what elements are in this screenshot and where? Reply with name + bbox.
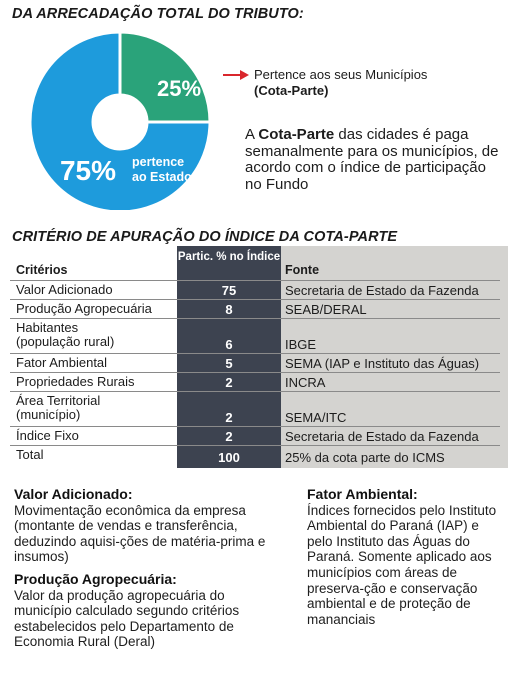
cell-fonte: 25% da cota parte do ICMS: [285, 450, 445, 465]
pie-slice-25-label: 25%: [157, 76, 201, 101]
cell-criterio-line: Habitantes: [16, 320, 79, 335]
table-row: Índice Fixo 2 Secretaria de Estado da Faze…: [10, 426, 500, 444]
cell-criterio-line: Índice Fixo: [16, 428, 79, 443]
def-fator-ambiental: Fator Ambiental: Índices fornecidos pelo…: [307, 486, 507, 627]
def-valor-adicionado-title: Valor Adicionado:: [14, 486, 133, 502]
callout2-rest: das cidades é paga semanalmente para os …: [245, 126, 499, 193]
cell-criterio: Área Territorial (município): [16, 394, 100, 422]
cell-participacao: 2: [225, 429, 233, 444]
cell-criterio: Produção Agropecuária: [16, 302, 152, 316]
callout-cota-parte-info: A Cota-Parte das cidades é paga semanalm…: [245, 126, 505, 193]
callout-municipios-line1: Pertence aos seus Municípios: [254, 67, 428, 82]
cell-participacao: 8: [225, 302, 233, 317]
def-producao-body: Valor da produção agropecuária do municí…: [14, 587, 240, 650]
pie-slice-75: [28, 30, 212, 210]
table-row: Habitantes (população rural) 6 IBGE: [10, 318, 500, 352]
cell-fonte: Secretaria de Estado da Fazenda: [285, 429, 479, 444]
def-producao-title: Produção Agropecuária:: [14, 571, 177, 587]
def-fator-ambiental-title: Fator Ambiental:: [307, 486, 418, 502]
arrow-right-icon: [223, 70, 249, 80]
cell-criterio: Fator Ambiental: [16, 356, 107, 370]
callout-cota-parte: (Cota-Parte): [254, 83, 329, 98]
cell-criterio: Habitantes (população rural): [16, 321, 114, 349]
cell-criterio-line: Total: [16, 447, 44, 462]
table-row: Área Territorial (município) 2 SEMA/ITC: [10, 391, 500, 425]
callout-municipios: Pertence aos seus Municípios (Cota-Parte…: [254, 67, 427, 99]
cell-participacao: 100: [218, 450, 240, 465]
table-row: Total 100 25% da cota parte do ICMS: [10, 445, 500, 465]
criteria-table: Critérios Partic. % no Índice Fonte Valo…: [10, 246, 508, 468]
pie-chart: 25% 75% pertence ao Estado: [28, 30, 212, 210]
def-valor-adicionado: Valor Adicionado: Movimentação econômica…: [14, 486, 284, 565]
fonte-column-band: [278, 246, 508, 468]
cell-criterio-line: Propriedades Rurais: [16, 374, 135, 389]
table-row: Propriedades Rurais 2 INCRA: [10, 372, 500, 390]
cell-fonte: SEAB/DERAL: [285, 302, 367, 317]
cell-fonte: SEMA/ITC: [285, 410, 347, 425]
header-participacao: Partic. % no Índice: [177, 251, 281, 263]
cell-criterio-line: Valor Adicionado: [16, 282, 113, 297]
cell-criterio: Total: [16, 448, 43, 462]
cell-participacao: 75: [221, 283, 237, 298]
header-fonte: Fonte: [285, 263, 320, 277]
def-valor-adicionado-body: Movimentação econômica da empresa (monta…: [14, 502, 266, 565]
cell-participacao: 2: [225, 410, 233, 425]
cell-participacao: 6: [225, 337, 233, 352]
def-producao: Produção Agropecuária: Valor da produção…: [14, 571, 284, 650]
cell-fonte: SEMA (IAP e Instituto das Águas): [285, 356, 480, 371]
table-row: Valor Adicionado 75 Secretaria de Estado d…: [10, 280, 500, 298]
pie-slice-25: [118, 30, 212, 124]
cell-criterio: Índice Fixo: [16, 429, 79, 443]
cell-criterio-line: Fator Ambiental: [16, 355, 108, 370]
heading-criterio: CRITÉRIO DE APURAÇÃO DO ÍNDICE DA COTA-P…: [12, 229, 398, 245]
cell-criterio-line: Área Territorial: [16, 393, 101, 408]
table-row: Fator Ambiental 5 SEMA (IAP e Instituto da…: [10, 353, 500, 371]
cell-criterio-line: (município): [16, 407, 81, 422]
cell-criterio-line: (população rural): [16, 334, 115, 349]
cell-fonte: Secretaria de Estado da Fazenda: [285, 283, 479, 298]
cell-fonte: IBGE: [285, 337, 317, 352]
callout2-prefix: A: [245, 126, 259, 143]
table-row: Produção Agropecuária 8 SEAB/DERAL: [10, 299, 500, 317]
pie-estado-label-1: pertence: [132, 155, 184, 169]
part-column-band: [177, 246, 281, 468]
cell-participacao: 2: [225, 375, 233, 390]
header-criterios: Critérios: [16, 263, 68, 277]
cell-criterio-line: Produção Agropecuária: [16, 301, 152, 316]
pie-slice-75-label: 75%: [60, 155, 116, 186]
def-fator-ambiental-body: Índices fornecidos pelo Instituto Ambien…: [307, 502, 497, 627]
heading-arrecadacao: DA ARRECADAÇÃO TOTAL DO TRIBUTO:: [12, 6, 304, 22]
callout2-bold: Cota-Parte: [258, 126, 335, 143]
cell-criterio: Valor Adicionado: [16, 283, 113, 297]
pie-estado-label-2: ao Estado: [132, 170, 192, 184]
cell-criterio: Propriedades Rurais: [16, 375, 135, 389]
cell-participacao: 5: [225, 356, 233, 371]
cell-fonte: INCRA: [285, 375, 326, 390]
